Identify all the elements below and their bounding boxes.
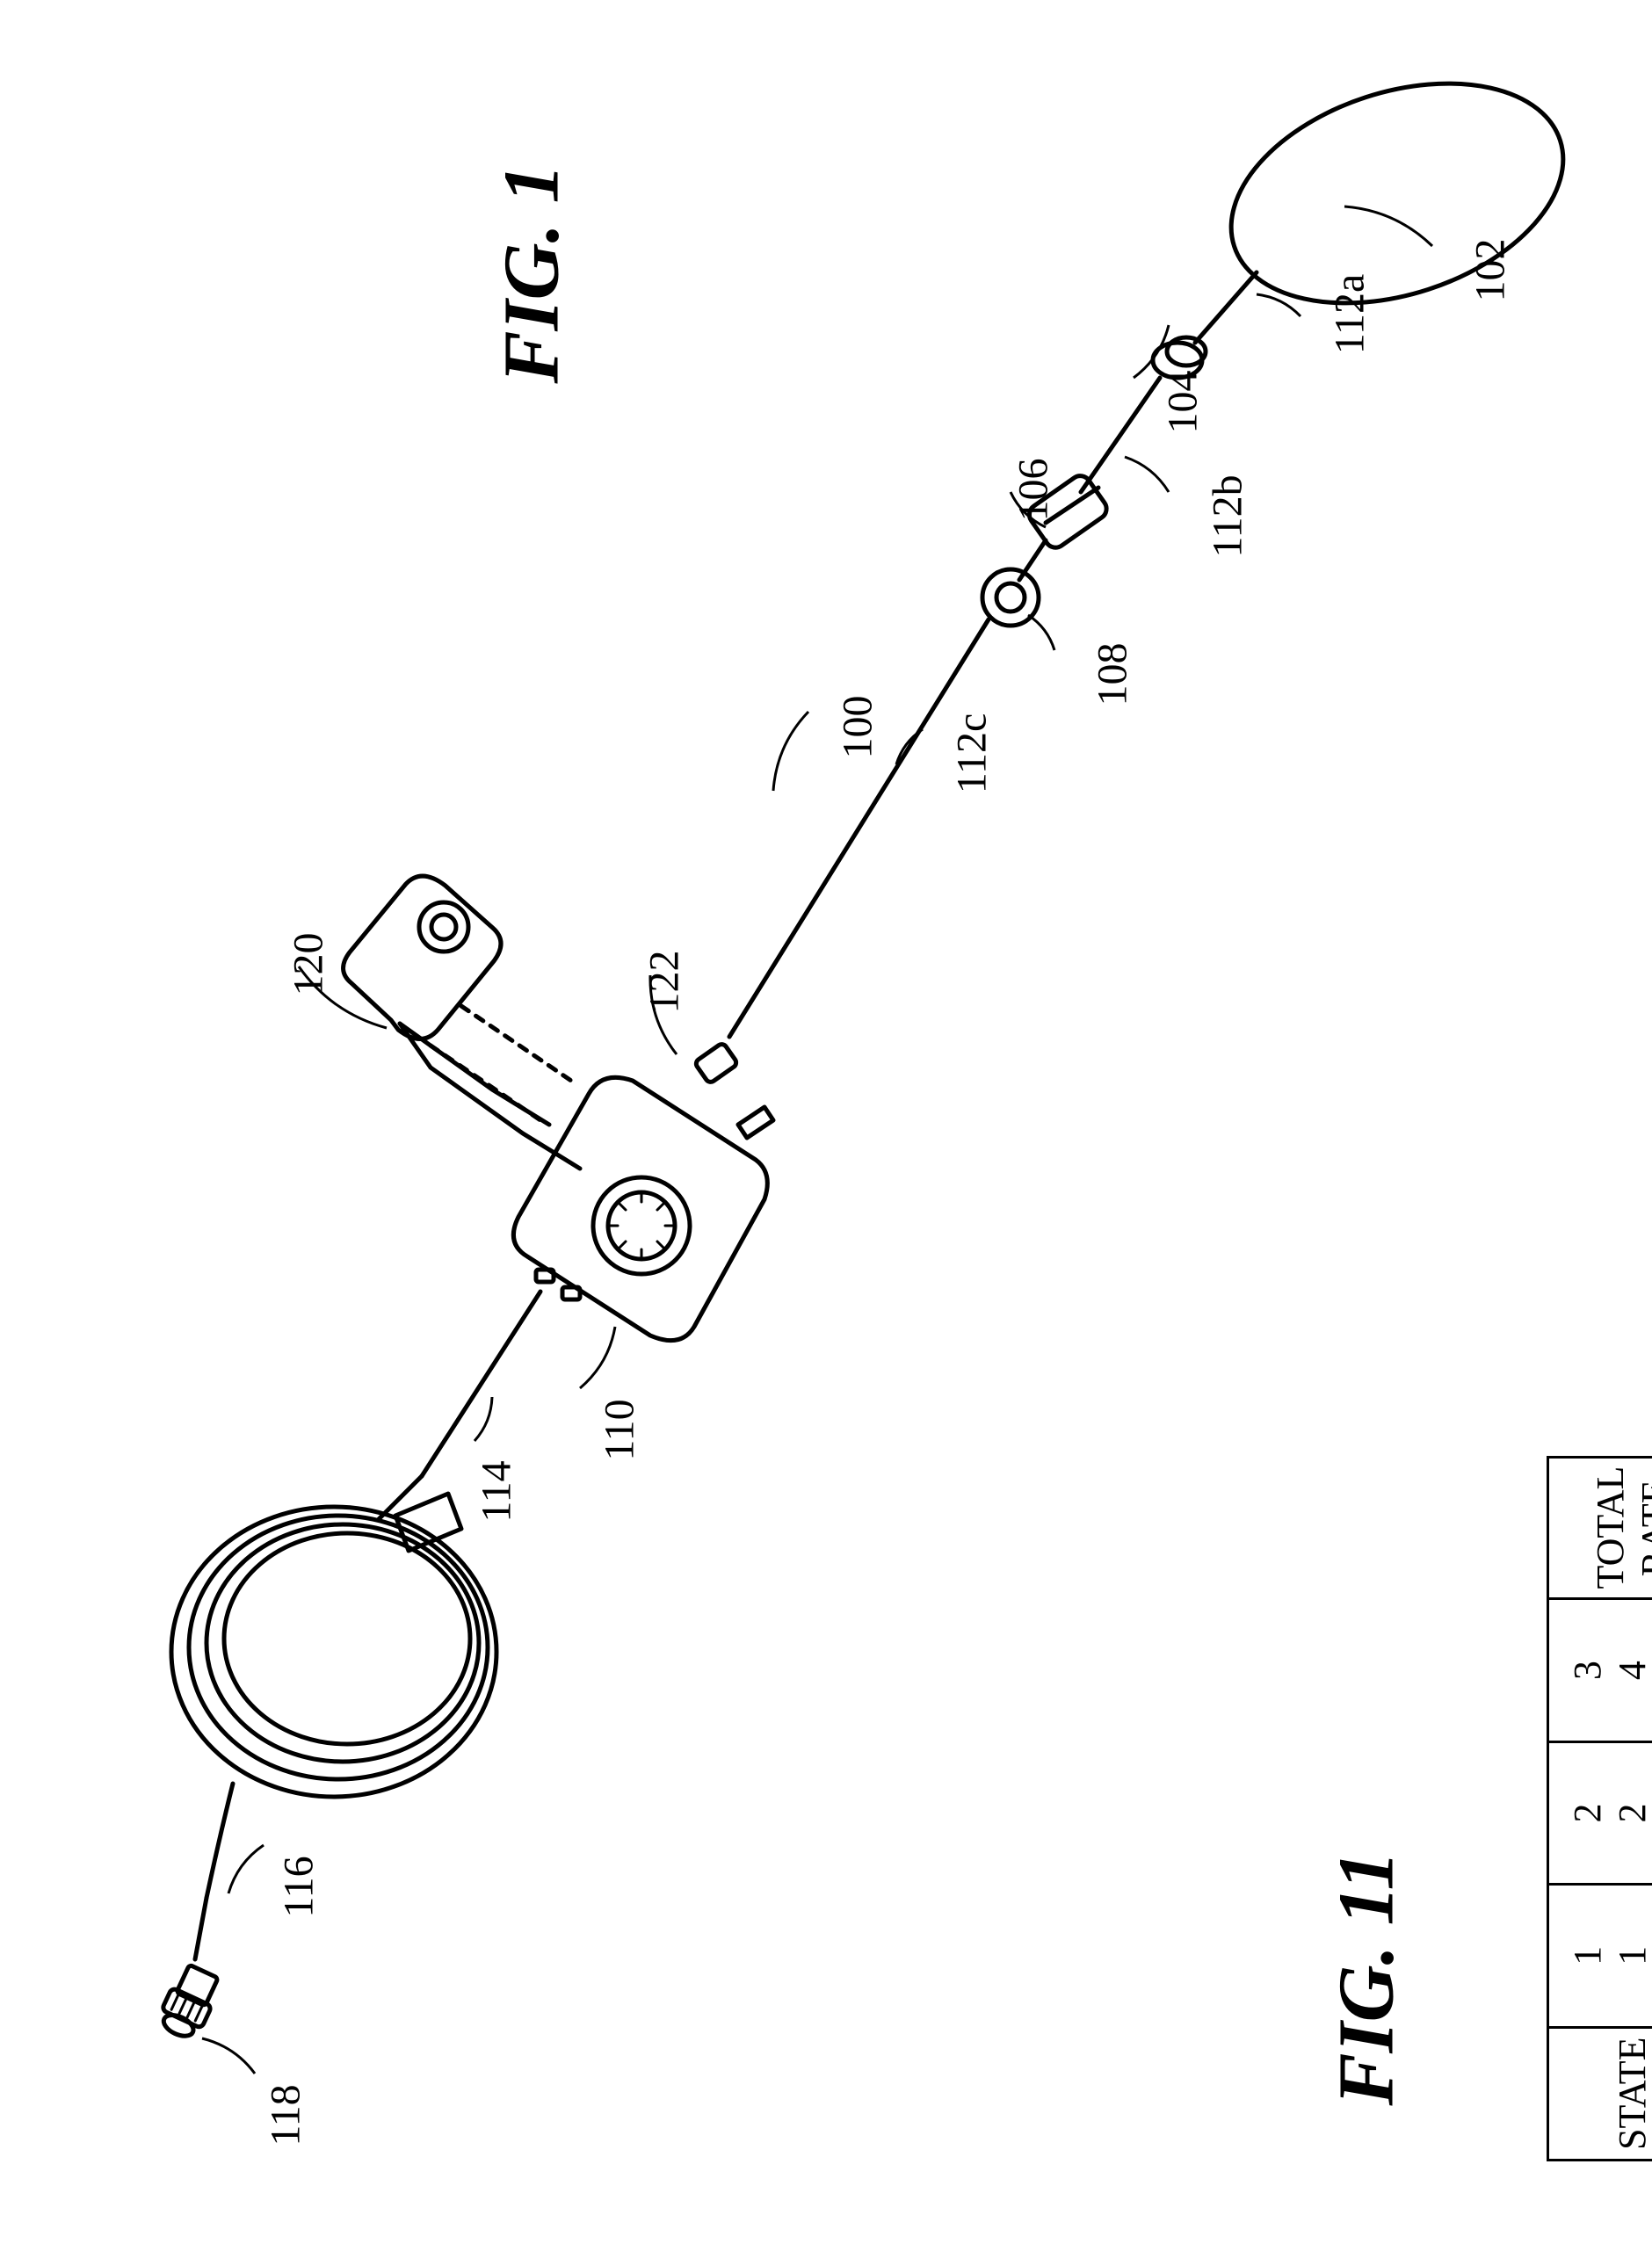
ref-label-120: 120 — [285, 933, 333, 996]
ref-label-112a: 112a — [1325, 274, 1373, 355]
ref-label-100: 100 — [834, 696, 882, 759]
table-header: TOTAL RATE — [1548, 1458, 1652, 1599]
ref-label-110: 110 — [596, 1399, 644, 1460]
ref-label-104: 104 — [1159, 371, 1207, 434]
table-header: 22 ML/HR — [1548, 1741, 1652, 1884]
ref-label-106: 106 — [1010, 459, 1058, 522]
ref-label-116: 116 — [275, 1856, 323, 1917]
ref-label-112c: 112c — [947, 713, 996, 794]
ref-label-112b: 112b — [1204, 474, 1252, 557]
table-header: 11 ML/HR — [1548, 1885, 1652, 2027]
fig1-diagram — [0, 0, 1652, 2244]
fig11-table: STATE11 ML/HR22 ML/HR34 ML/HRTOTAL RATE1… — [1547, 1456, 1652, 2161]
patent-figure-page: FIG. 1 FIG. 11 — [0, 0, 1652, 2244]
ref-label-102: 102 — [1467, 239, 1515, 302]
table-header: 34 ML/HR — [1548, 1599, 1652, 1741]
ref-label-108: 108 — [1089, 643, 1137, 706]
ref-label-122: 122 — [641, 951, 689, 1014]
table-header: STATE — [1548, 2027, 1652, 2160]
ref-label-118: 118 — [262, 2084, 310, 2146]
ref-label-114: 114 — [473, 1460, 521, 1522]
